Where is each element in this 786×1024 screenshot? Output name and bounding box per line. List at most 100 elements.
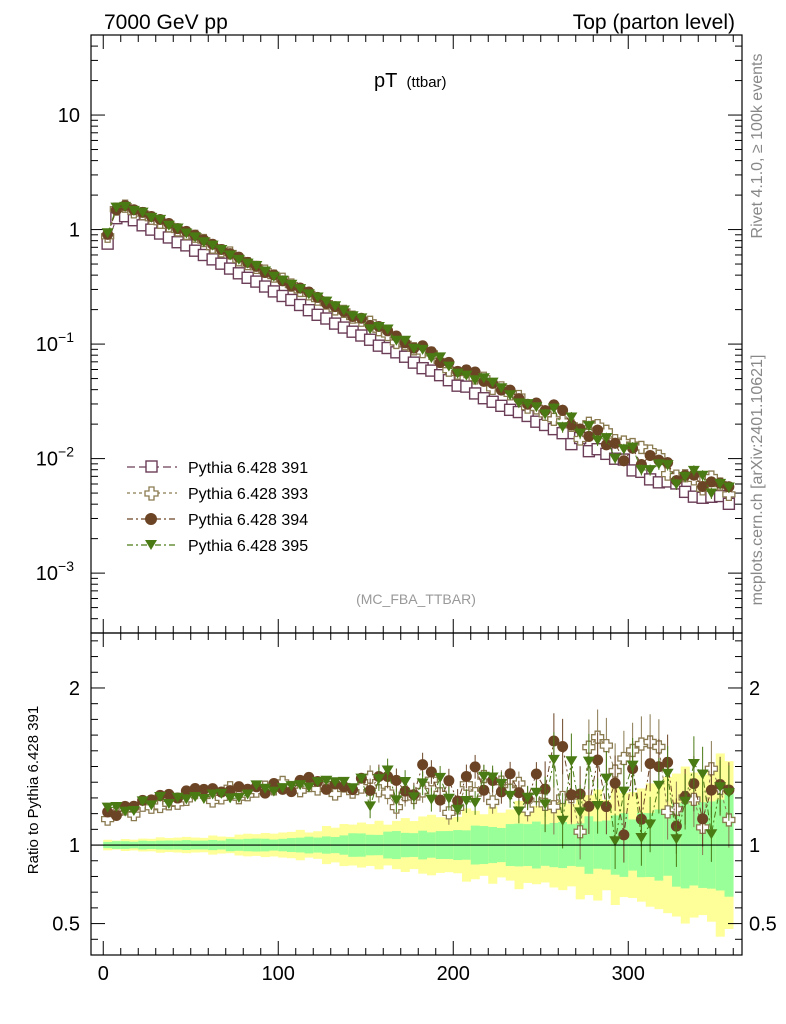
series-395-ratio-point [617,786,630,797]
series-395-point [259,266,272,277]
series-395-point [722,482,735,493]
series-395-point [119,201,132,212]
main-y-tick-label: 10−3 [36,558,74,585]
series-394-ratio-point [417,759,429,771]
series-395-ratio-point [285,781,298,792]
series-394-ratio-point [224,785,236,797]
series-395-ratio-point [189,792,202,803]
series-395-point [679,471,692,482]
series-395-ratio-point [171,792,184,803]
series-395-ratio-point [442,793,455,804]
x-tick-label: 100 [262,963,295,985]
series-395-ratio-point [302,782,315,793]
series-395-ratio-point [469,797,482,808]
series-394-ratio-point [285,786,297,798]
series-395-ratio-point [547,754,560,765]
series-394-ratio-point [618,829,630,841]
series-395-ratio-point [714,782,727,793]
series-395-point [486,377,499,388]
series-395-point [101,228,114,239]
main-y-tick-label: 10−1 [36,329,74,356]
series-395-point [329,301,342,312]
legend-marker-395 [145,540,157,550]
series-395-ratio-point [644,819,657,830]
series-395-point [232,254,245,265]
legend-entry-394: Pythia 6.428 394 [127,512,308,529]
series-395-point [539,409,552,420]
mcplots-credit-label: mcplots.cern.ch [arXiv:2401.10621] [749,355,766,606]
series-394-ratio-point [425,766,437,778]
series-395-ratio-point [197,794,210,805]
series-395-point [556,422,569,433]
series-395-point [469,375,482,386]
series-395-point [180,228,193,239]
series-395-point [285,279,298,290]
series-395-point [425,353,438,364]
series-391-point [460,380,473,393]
series-394-ratio-point [565,789,577,801]
ratio-data-points [100,709,736,869]
series-395-ratio-point [232,793,245,804]
series-395-point [530,402,543,413]
series-393-ratio-point [380,785,395,800]
series-395-point [512,398,525,409]
series-395-point [136,207,149,218]
ratio-panel: 0.5 0.5 1 1 2 2 0 100 200 300 Ratio to Pythia 6.4… [25,632,777,985]
series-395-point [407,343,420,354]
series-394-ratio-point [697,813,709,825]
series-395-point [460,370,473,381]
series-395-ratio-point [652,780,665,791]
series-395-point [162,220,175,231]
series-395-point [154,214,167,225]
series-395-point [574,428,587,439]
legend: Pythia 6.428 391 Pythia 6.428 393 Pythia… [127,460,308,555]
series-394-ratio-point [705,784,717,796]
series-395-ratio-point [119,806,132,817]
series-394-ratio-point [513,787,525,799]
series-395-ratio-point [574,807,587,818]
main-y-tick-label: 10−2 [36,444,74,471]
series-395-ratio-point [626,760,639,771]
series-395-ratio-point [582,756,595,767]
series-395-point [582,421,595,432]
series-394-point [600,439,612,451]
legend-entry-395: Pythia 6.428 395 [127,538,308,555]
series-395-ratio-point [425,794,438,805]
series-395-point [302,289,315,300]
series-394-point [697,480,709,492]
chart-title: pT (ttbar) [374,70,447,92]
series-394-ratio-point [320,783,332,795]
series-395-point [110,202,123,213]
series-395-point [609,453,622,464]
series-394-point [705,476,717,488]
series-395-point [644,465,657,476]
series-394-ratio-point [198,783,210,795]
series-395-point [399,335,412,346]
series-394-ratio-point [180,785,192,797]
series-395-ratio [101,732,735,869]
header-left: 7000 GeV pp [104,11,228,34]
series-395-point [250,261,263,272]
main-ticks: 10−3 10−2 10−1 1 10 [36,34,742,634]
series-395-point [626,442,639,453]
ratio-panel-frame [90,632,743,956]
series-395-point [294,284,307,295]
series-395-point [547,403,560,414]
series-395-point [714,478,727,489]
ratio-y-tick-label-right: 0.5 [749,914,777,936]
series-395-ratio-point [259,783,272,794]
series-395-point [267,271,280,282]
series-395-ratio-point [162,798,175,809]
x-tick-label: 0 [98,963,109,985]
series-395-point [565,412,578,423]
series-395-ratio-point [504,790,517,801]
series-395-ratio-point [381,765,394,776]
series-395-ratio-point [539,799,552,810]
series-395-point [591,435,604,446]
series-395-point [687,465,700,476]
ratio-y-tick-label-right: 1 [749,835,760,857]
series-394-point [644,449,656,461]
series-395-ratio-point [556,815,569,826]
series-395-point [451,368,464,379]
series-395-point [215,244,228,255]
